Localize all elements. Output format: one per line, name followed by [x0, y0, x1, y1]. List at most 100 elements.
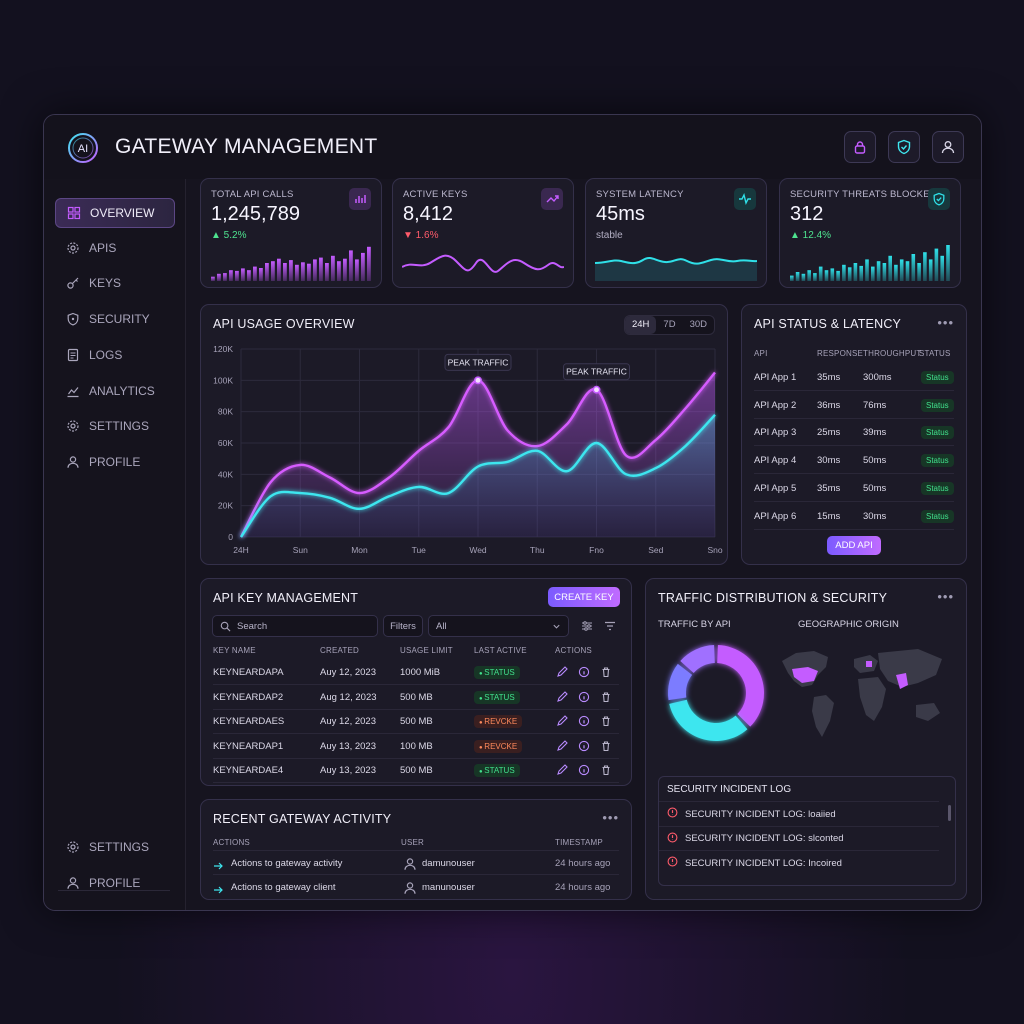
- sidebar-item-security[interactable]: SECURITY: [55, 305, 173, 333]
- key-cell-created: Auy 13, 2023: [320, 740, 376, 752]
- info-icon[interactable]: [578, 690, 590, 708]
- activity-row: Actions to gateway activity damunouser 24 …: [213, 850, 619, 875]
- sidebar-item-keys[interactable]: KEYS: [55, 269, 173, 297]
- incident-log-row[interactable]: SECURITY INCIDENT LOG: loaiied: [659, 801, 939, 826]
- info-icon[interactable]: [578, 739, 590, 757]
- sparkline-bar: [355, 259, 359, 281]
- sidebar-bottom-settings[interactable]: SETTINGS: [55, 833, 173, 861]
- profile-button[interactable]: [932, 131, 964, 163]
- trash-icon[interactable]: [600, 714, 612, 732]
- info-icon[interactable]: [578, 665, 590, 683]
- more-options-icon[interactable]: •••: [937, 589, 954, 604]
- sparkline-bar: [295, 264, 299, 281]
- create-key-button[interactable]: CREATE KEY: [548, 587, 620, 607]
- y-tick-label: 20K: [218, 501, 233, 511]
- activity-action: Actions to gateway client: [231, 882, 336, 893]
- key-filter-select[interactable]: All: [428, 615, 569, 637]
- sidebar-bottom-profile[interactable]: PROFILE: [55, 869, 173, 897]
- status-row: API App 3 25ms 39ms Status: [754, 418, 954, 447]
- more-options-icon[interactable]: •••: [602, 810, 619, 825]
- key-cell-name: KEYNEARDAES: [213, 716, 285, 727]
- donut-slice: [668, 663, 693, 701]
- status-cell-response: 36ms: [817, 399, 841, 411]
- key-header: LAST ACTIVE: [474, 646, 527, 655]
- sidebar-item-profile[interactable]: PROFILE: [55, 448, 173, 476]
- stat-card-3: SYSTEM LATENCY 45ms stable: [585, 178, 767, 288]
- info-icon[interactable]: [578, 714, 590, 732]
- range-option-24h[interactable]: 24H: [624, 316, 657, 334]
- chart-icon: [66, 384, 80, 398]
- add-api-button[interactable]: ADD API: [827, 536, 881, 555]
- trend-icon: [541, 188, 563, 210]
- sidebar-item-label: LOGS: [89, 347, 123, 362]
- key-status-badge: ● REVCKE: [474, 739, 523, 753]
- key-cell-created: Auy 12, 2023: [320, 667, 376, 678]
- sparkline-bar: [911, 254, 916, 281]
- traffic-title: TRAFFIC DISTRIBUTION & SECURITY: [658, 591, 888, 605]
- key-cell-created: Auy 12, 2023: [320, 716, 376, 727]
- sparkline-bar: [876, 261, 881, 281]
- sliders-icon[interactable]: [581, 620, 593, 632]
- traffic-donut-chart: [668, 645, 764, 741]
- key-icon: [66, 276, 80, 290]
- trash-icon[interactable]: [600, 665, 612, 683]
- filter-icon[interactable]: [604, 620, 616, 632]
- sidebar-item-apis[interactable]: APIS: [55, 234, 173, 262]
- key-status-text: STATUS: [484, 692, 515, 702]
- status-header: RESPONSE: [817, 349, 864, 358]
- edit-icon[interactable]: [556, 763, 568, 781]
- map-australia: [916, 703, 940, 721]
- filters-button[interactable]: Filters: [383, 615, 423, 637]
- edit-icon[interactable]: [556, 714, 568, 732]
- sidebar-item-logs[interactable]: LOGS: [55, 341, 173, 369]
- more-options-icon[interactable]: •••: [937, 315, 954, 330]
- sidebar-item-settings[interactable]: SETTINGS: [55, 412, 173, 440]
- sidebar-item-overview[interactable]: OVERVIEW: [55, 198, 175, 228]
- sparkline-bar: [940, 255, 944, 281]
- trash-icon[interactable]: [600, 690, 612, 708]
- api-status-card: API STATUS & LATENCY ••• API RESPONSE THRO…: [741, 304, 967, 565]
- sidebar-item-label: SETTINGS: [89, 419, 150, 434]
- range-option-7d[interactable]: 7D: [663, 319, 676, 330]
- key-status-text: STATUS: [484, 668, 515, 677]
- range-selector: 24H 7D 30D: [623, 315, 715, 335]
- edit-icon[interactable]: [556, 690, 568, 708]
- trash-icon[interactable]: [600, 739, 612, 757]
- incident-log-row[interactable]: SECURITY INCIDENT LOG: Incoired: [659, 850, 939, 875]
- stat-value: 45ms: [596, 203, 645, 225]
- lock-button[interactable]: [844, 131, 876, 163]
- key-status-text: STATUS: [484, 766, 515, 775]
- sidebar-item-label: ANALYTICS: [89, 383, 155, 398]
- sparkline-bar: [888, 255, 892, 281]
- key-header: ACTIONS: [555, 646, 592, 655]
- info-icon[interactable]: [578, 763, 590, 781]
- trash-icon[interactable]: [600, 763, 612, 781]
- donut-slice: [669, 699, 748, 741]
- edit-icon[interactable]: [556, 739, 568, 757]
- pulse-icon: [734, 188, 756, 210]
- key-search-field[interactable]: Search: [212, 615, 378, 637]
- security-button[interactable]: [888, 131, 920, 163]
- map-south-america: [812, 695, 834, 737]
- status-row: API App 5 35ms 50ms Status: [754, 474, 954, 502]
- sparkline-bar: [307, 263, 311, 281]
- log-scrollbar[interactable]: [948, 805, 951, 821]
- edit-icon[interactable]: [556, 665, 568, 683]
- recent-activity-card: RECENT GATEWAY ACTIVITY ••• ACTIONS USER T…: [200, 799, 632, 900]
- incident-log-row[interactable]: SECURITY INCIDENT LOG: slconted: [659, 825, 939, 851]
- sparkline-bar: [807, 270, 811, 281]
- activity-time: 24 hours ago: [555, 882, 611, 893]
- status-cell-throughput: 39ms: [863, 427, 887, 439]
- y-tick-label: 60K: [218, 438, 233, 448]
- incident-log-box: SECURITY INCIDENT LOG SECURITY INCIDENT …: [658, 776, 956, 886]
- grid-icon: [67, 206, 81, 220]
- sidebar-item-analytics[interactable]: ANALYTICS: [55, 377, 173, 405]
- sparkline-bar: [899, 259, 904, 281]
- series-line-2: [240, 413, 716, 538]
- traffic-card: TRAFFIC DISTRIBUTION & SECURITY ••• TRAF…: [645, 578, 967, 900]
- sidebar-item-label: OVERVIEW: [90, 206, 155, 220]
- search-placeholder: Search: [237, 620, 268, 632]
- range-option-30d[interactable]: 30D: [689, 319, 707, 330]
- sparkline-bar: [917, 263, 921, 281]
- stat-delta: stable: [596, 230, 623, 241]
